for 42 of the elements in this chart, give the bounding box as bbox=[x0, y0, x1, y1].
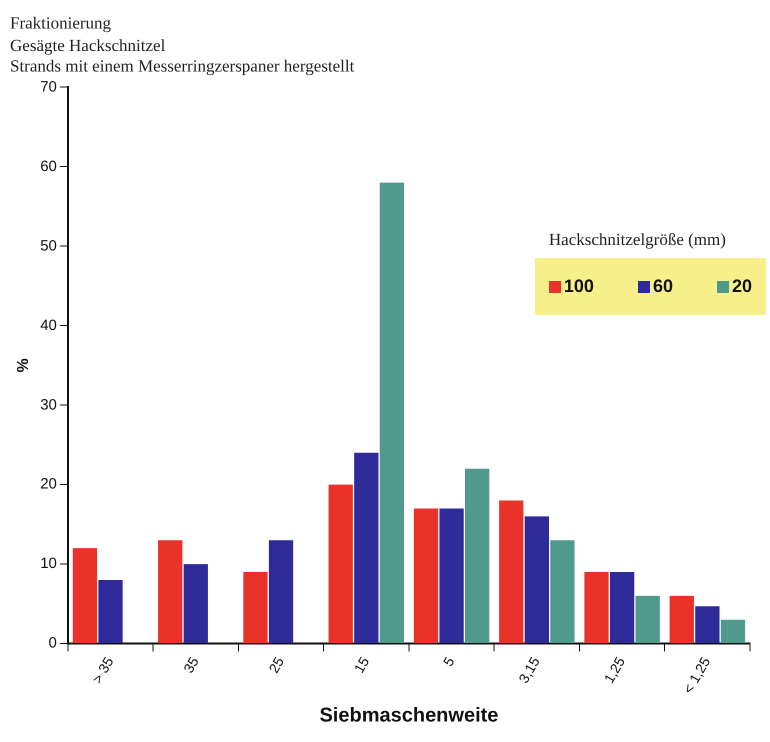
bar bbox=[720, 620, 746, 644]
bar bbox=[414, 508, 438, 644]
y-tick-label: 70 bbox=[40, 78, 57, 96]
bar bbox=[354, 452, 378, 644]
x-tick-label: 15 bbox=[350, 654, 372, 676]
bar bbox=[268, 540, 294, 644]
bar bbox=[499, 500, 524, 644]
legend-label: 100 bbox=[564, 276, 594, 297]
y-axis-title: % bbox=[15, 358, 32, 372]
y-tick-label: 10 bbox=[40, 555, 57, 572]
bar bbox=[524, 516, 549, 644]
y-tick-label: 60 bbox=[40, 158, 57, 175]
y-tick-label: 20 bbox=[40, 476, 57, 493]
bar bbox=[439, 508, 464, 644]
x-tick-label: 5 bbox=[440, 654, 458, 669]
x-tick-label: > 35 bbox=[88, 654, 117, 686]
legend-label: 20 bbox=[732, 276, 752, 297]
chart-title: Fraktionierung bbox=[10, 14, 112, 33]
y-tick-label: 0 bbox=[48, 634, 57, 652]
x-tick-label: 35 bbox=[180, 654, 202, 676]
bar bbox=[636, 596, 660, 644]
bar bbox=[158, 540, 182, 644]
bar bbox=[380, 182, 404, 644]
bar bbox=[98, 580, 123, 644]
x-axis-title: Siebmaschenweite bbox=[319, 704, 498, 727]
bar bbox=[550, 540, 575, 644]
bar bbox=[184, 564, 208, 644]
bar bbox=[670, 596, 694, 644]
bar bbox=[72, 548, 98, 644]
bar bbox=[695, 606, 720, 644]
bar bbox=[328, 484, 353, 644]
bar bbox=[465, 468, 490, 644]
bar bbox=[610, 572, 634, 644]
y-tick-label: 30 bbox=[40, 396, 57, 414]
y-tick-label: 40 bbox=[40, 316, 57, 334]
chart-subtitle: Gesägte Hackschnitzel Strands mit einem Messerringzerspaner hergestellt bbox=[10, 36, 355, 76]
bar bbox=[584, 572, 609, 644]
bar bbox=[243, 572, 268, 644]
x-tick-label: 25 bbox=[265, 654, 288, 676]
legend-label: 60 bbox=[652, 276, 673, 297]
legend-title: Hackschnitzelgröße (mm) bbox=[548, 230, 727, 251]
y-tick-label: 50 bbox=[40, 237, 57, 254]
